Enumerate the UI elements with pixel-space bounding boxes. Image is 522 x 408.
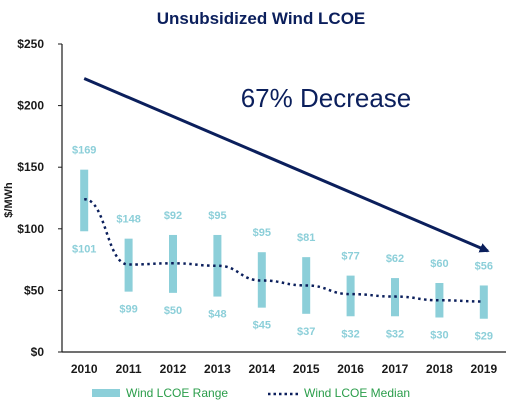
high-value-label: $95 [253, 227, 271, 239]
low-value-label: $101 [72, 243, 96, 255]
low-value-label: $29 [475, 331, 493, 343]
range-bar [257, 252, 266, 308]
y-tick-label: $100 [17, 222, 44, 236]
low-value-label: $32 [386, 328, 404, 340]
data-labels: $169 $101 $148 $99 $92 $50 $95 $48 $95 $45 $81 $37 $… [72, 145, 493, 343]
y-tick-label: $250 [17, 37, 44, 51]
range-bars [80, 169, 488, 319]
x-tick-label: 2018 [426, 362, 453, 376]
y-tick-label: $200 [17, 99, 44, 113]
trend-arrow [83, 77, 490, 253]
low-value-label: $37 [297, 326, 315, 338]
x-tick-label: 2014 [248, 362, 275, 376]
high-value-label: $60 [430, 258, 448, 270]
high-value-label: $77 [341, 251, 359, 263]
x-tick-label: 2011 [116, 362, 142, 376]
low-value-label: $45 [253, 320, 271, 332]
high-value-label: $95 [208, 210, 226, 222]
x-tick-label: 2015 [293, 362, 320, 376]
low-value-label: $32 [341, 328, 359, 340]
high-value-label: $81 [297, 232, 315, 244]
range-bar [479, 285, 488, 319]
x-tick-label: 2016 [337, 362, 364, 376]
range-bar [124, 238, 133, 292]
low-value-label: $99 [119, 304, 137, 316]
legend: Wind LCOE Range Wind LCOE Median [92, 386, 410, 400]
median-line [83, 197, 484, 303]
x-tick-label: 2017 [382, 362, 409, 376]
y-tick-label: $50 [24, 283, 44, 297]
high-value-label: $148 [116, 214, 140, 226]
x-tick-label: 2010 [71, 362, 98, 376]
legend-median-label: Wind LCOE Median [304, 386, 410, 400]
y-axis-label: $/MWh [3, 182, 15, 218]
decrease-annotation: 67% Decrease [241, 83, 412, 113]
high-value-label: $92 [164, 210, 182, 222]
x-axis-ticks: 2010 2011 2012 2013 2014 2015 2016 2017 2018 2019 [71, 362, 498, 376]
x-tick-label: 2013 [204, 362, 231, 376]
low-value-label: $30 [430, 330, 448, 342]
low-value-label: $48 [208, 309, 226, 321]
y-tick-label: $150 [17, 160, 44, 174]
y-axis-ticks: $0 $50 $100 $150 $200 $250 [17, 37, 62, 359]
range-bar [435, 283, 444, 318]
range-bar [213, 234, 222, 297]
x-tick-label: 2012 [160, 362, 187, 376]
high-value-label: $62 [386, 253, 404, 265]
chart-title: Unsubsidized Wind LCOE [157, 9, 366, 28]
x-tick-label: 2019 [470, 362, 497, 376]
y-tick-label: $0 [31, 345, 45, 359]
legend-range-label: Wind LCOE Range [126, 386, 228, 400]
high-value-label: $56 [475, 260, 493, 272]
high-value-label: $169 [72, 145, 96, 157]
low-value-label: $50 [164, 305, 182, 317]
legend-range-swatch [92, 389, 120, 397]
range-bar [346, 275, 355, 317]
